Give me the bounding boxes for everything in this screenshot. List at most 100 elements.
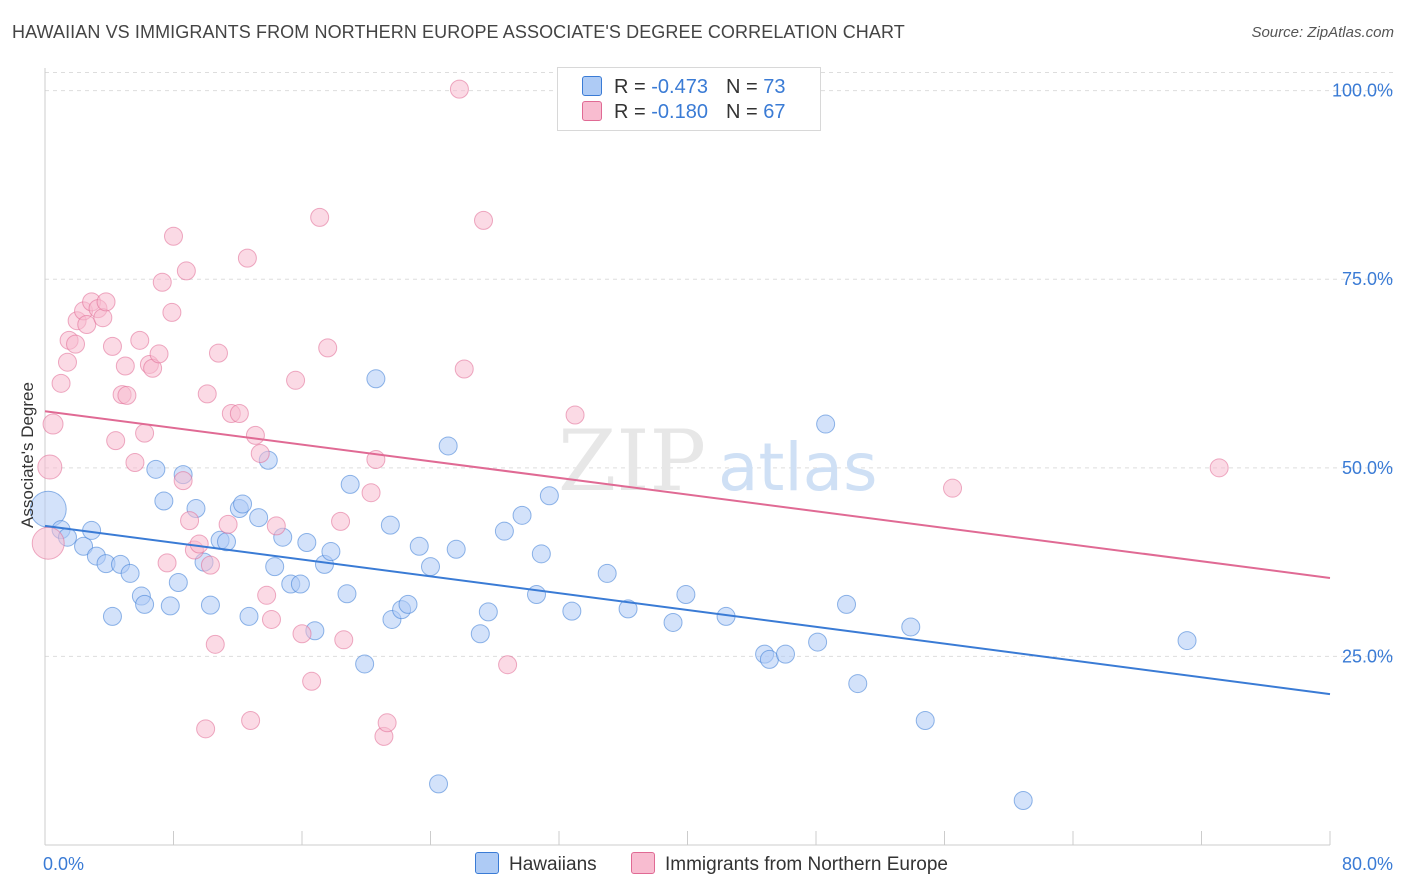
hawaiians-point bbox=[901, 617, 921, 637]
hawaiians-point bbox=[848, 674, 868, 694]
hawaiians-point bbox=[297, 532, 317, 552]
immigrants-point bbox=[250, 443, 270, 463]
bottom-legend-swatch-immigrants bbox=[631, 852, 655, 874]
hawaiians-point bbox=[120, 563, 140, 583]
bottom-legend-label-immigrants: Immigrants from Northern Europe bbox=[665, 854, 948, 875]
hawaiians-point bbox=[355, 654, 375, 674]
immigrants-point bbox=[286, 370, 306, 390]
hawaiians-point bbox=[775, 644, 795, 664]
immigrants-point bbox=[93, 308, 113, 328]
immigrants-point bbox=[292, 624, 312, 644]
immigrants-point bbox=[377, 713, 397, 733]
immigrants-point bbox=[197, 384, 217, 404]
hawaiians-trend-line bbox=[44, 524, 1331, 696]
immigrants-point bbox=[106, 431, 126, 451]
immigrants-point bbox=[37, 454, 63, 480]
y-tick-labels: 100.0% 75.0% 50.0% 25.0% bbox=[1332, 81, 1393, 667]
immigrants-point bbox=[130, 330, 150, 350]
y-tick-label: 100.0% bbox=[1332, 81, 1393, 101]
chart-title: HAWAIIAN VS IMMIGRANTS FROM NORTHERN EUR… bbox=[12, 22, 905, 42]
hawaiians-point bbox=[409, 536, 429, 556]
immigrants-point bbox=[157, 553, 177, 573]
hawaiians-point bbox=[102, 606, 122, 626]
hawaiians-point bbox=[676, 585, 696, 605]
immigrants-point bbox=[115, 356, 135, 376]
hawaiians-point bbox=[168, 572, 188, 592]
immigrants-point bbox=[302, 671, 322, 691]
hawaiians-point bbox=[539, 486, 559, 506]
bottom-legend-immigrants[interactable]: Immigrants from Northern Europe bbox=[631, 852, 948, 876]
hawaiians-point bbox=[200, 595, 220, 615]
immigrants-point bbox=[102, 336, 122, 356]
hawaiians-point bbox=[239, 606, 259, 626]
x-tick-label-min: 0.0% bbox=[43, 854, 84, 874]
hawaiians-point bbox=[398, 594, 418, 614]
immigrants-point bbox=[943, 478, 963, 498]
watermark: ZIP atlas bbox=[558, 412, 878, 510]
immigrants-point bbox=[96, 292, 116, 312]
immigrants-point bbox=[200, 555, 220, 575]
immigrants-point bbox=[498, 655, 518, 675]
hawaiians-point bbox=[470, 624, 490, 644]
hawaiians-point bbox=[340, 474, 360, 494]
immigrants-point bbox=[245, 425, 265, 445]
immigrants-point bbox=[261, 609, 281, 629]
hawaiians-point bbox=[249, 508, 269, 528]
hawaiians-point bbox=[337, 584, 357, 604]
immigrants-point bbox=[42, 413, 64, 435]
hawaiians-point bbox=[915, 711, 935, 731]
hawaiians-point bbox=[321, 542, 341, 562]
legend-n-value: 73 bbox=[763, 76, 786, 98]
hawaiians-point bbox=[478, 602, 498, 622]
legend-r-label: R = bbox=[614, 101, 652, 123]
legend-r-label: R = bbox=[614, 76, 652, 98]
legend-n-label: N = bbox=[725, 76, 764, 98]
immigrants-point bbox=[565, 405, 585, 425]
legend-row-hawaiians: R = -0.473 N = 73 bbox=[582, 76, 785, 102]
y-tick-label: 75.0% bbox=[1342, 269, 1393, 289]
hawaiians-point bbox=[233, 494, 253, 514]
trend-lines bbox=[44, 410, 1331, 696]
bottom-legend-hawaiians[interactable]: Hawaiians bbox=[475, 852, 597, 876]
axis-ticks bbox=[44, 831, 1331, 845]
immigrants-point bbox=[189, 534, 209, 554]
legend-n-value: 67 bbox=[763, 101, 786, 123]
grid-lines bbox=[45, 72, 1395, 657]
legend-r-value: -0.180 bbox=[651, 101, 708, 123]
hawaiians-point bbox=[618, 599, 638, 619]
hawaiians-point bbox=[531, 544, 551, 564]
immigrants-point bbox=[66, 334, 86, 354]
bottom-legend-swatch-hawaiians bbox=[475, 852, 499, 874]
hawaiians-points bbox=[29, 369, 1197, 810]
hawaiians-point bbox=[816, 414, 836, 434]
immigrants-point bbox=[176, 261, 196, 281]
immigrants-point bbox=[474, 210, 494, 230]
hawaiians-point bbox=[808, 632, 828, 652]
immigrants-point bbox=[310, 207, 330, 227]
y-axis-label: Associate's Degree bbox=[18, 382, 37, 528]
hawaiians-point bbox=[160, 596, 180, 616]
immigrants-point bbox=[149, 344, 169, 364]
immigrants-point bbox=[173, 471, 193, 491]
immigrants-point bbox=[164, 226, 183, 246]
watermark-atlas: atlas bbox=[718, 429, 878, 506]
immigrants-point bbox=[162, 302, 182, 322]
immigrants-point bbox=[180, 511, 200, 531]
correlation-legend: R = -0.473 N = 73 R = -0.180 N = 67 bbox=[557, 67, 821, 131]
hawaiians-point bbox=[265, 557, 285, 577]
hawaiians-point bbox=[837, 594, 857, 614]
immigrants-point bbox=[135, 423, 155, 443]
hawaiians-point bbox=[494, 521, 514, 541]
watermark-zip: ZIP bbox=[558, 412, 706, 510]
immigrants-trend-line bbox=[44, 410, 1331, 579]
legend-r-value: -0.473 bbox=[651, 76, 708, 98]
hawaiians-point bbox=[135, 594, 155, 614]
hawaiians-point bbox=[527, 585, 547, 605]
immigrants-point bbox=[1209, 458, 1229, 478]
legend-swatch-hawaiians bbox=[582, 76, 602, 96]
legend-n-label: N = bbox=[725, 101, 764, 123]
hawaiians-point bbox=[429, 774, 449, 794]
hawaiians-point bbox=[663, 612, 683, 632]
y-tick-label: 25.0% bbox=[1342, 646, 1393, 666]
